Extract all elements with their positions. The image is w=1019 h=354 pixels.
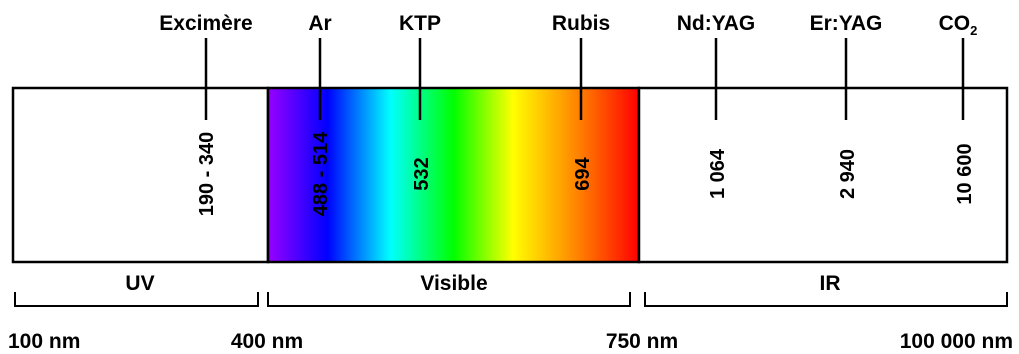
co2-base-text: CO — [939, 12, 971, 35]
ir-region-box — [637, 86, 1009, 264]
wavelength-ktp: 532 — [411, 157, 433, 190]
region-label-ir: IR — [820, 272, 841, 295]
laser-name-eryag: Er:YAG — [810, 12, 883, 35]
laser-name-ktp: KTP — [399, 12, 441, 35]
laser-name-co2: CO2 — [939, 12, 978, 38]
bracket-uv — [14, 292, 259, 307]
laser-name-excimere: Excimère — [159, 12, 252, 35]
bracket-ir — [644, 292, 1008, 307]
laser-name-ndyag: Nd:YAG — [677, 12, 756, 35]
wavelength-co2: 10 600 — [954, 143, 976, 204]
boundary-100nm: 100 nm — [8, 330, 80, 353]
wavelength-rubis: 694 — [572, 156, 594, 190]
uv-region-box — [11, 86, 270, 264]
boundary-100000nm: 100 000 nm — [900, 330, 1013, 353]
co2-subscript-text: 2 — [970, 23, 977, 38]
region-label-visible: Visible — [420, 272, 487, 295]
boundary-750nm: 750 nm — [606, 330, 678, 353]
visible-spectrum-box — [266, 86, 641, 264]
wavelength-eryag: 2 940 — [837, 149, 859, 199]
wavelength-excimere: 190 - 340 — [196, 132, 218, 217]
laser-name-ar: Ar — [308, 12, 331, 35]
laser-name-rubis: Rubis — [552, 12, 610, 35]
boundary-400nm: 400 nm — [231, 330, 303, 353]
wavelength-ndyag: 1 064 — [707, 148, 729, 199]
wavelength-ar: 488 - 514 — [310, 131, 332, 216]
bracket-visible — [267, 292, 631, 307]
region-label-uv: UV — [125, 272, 154, 295]
